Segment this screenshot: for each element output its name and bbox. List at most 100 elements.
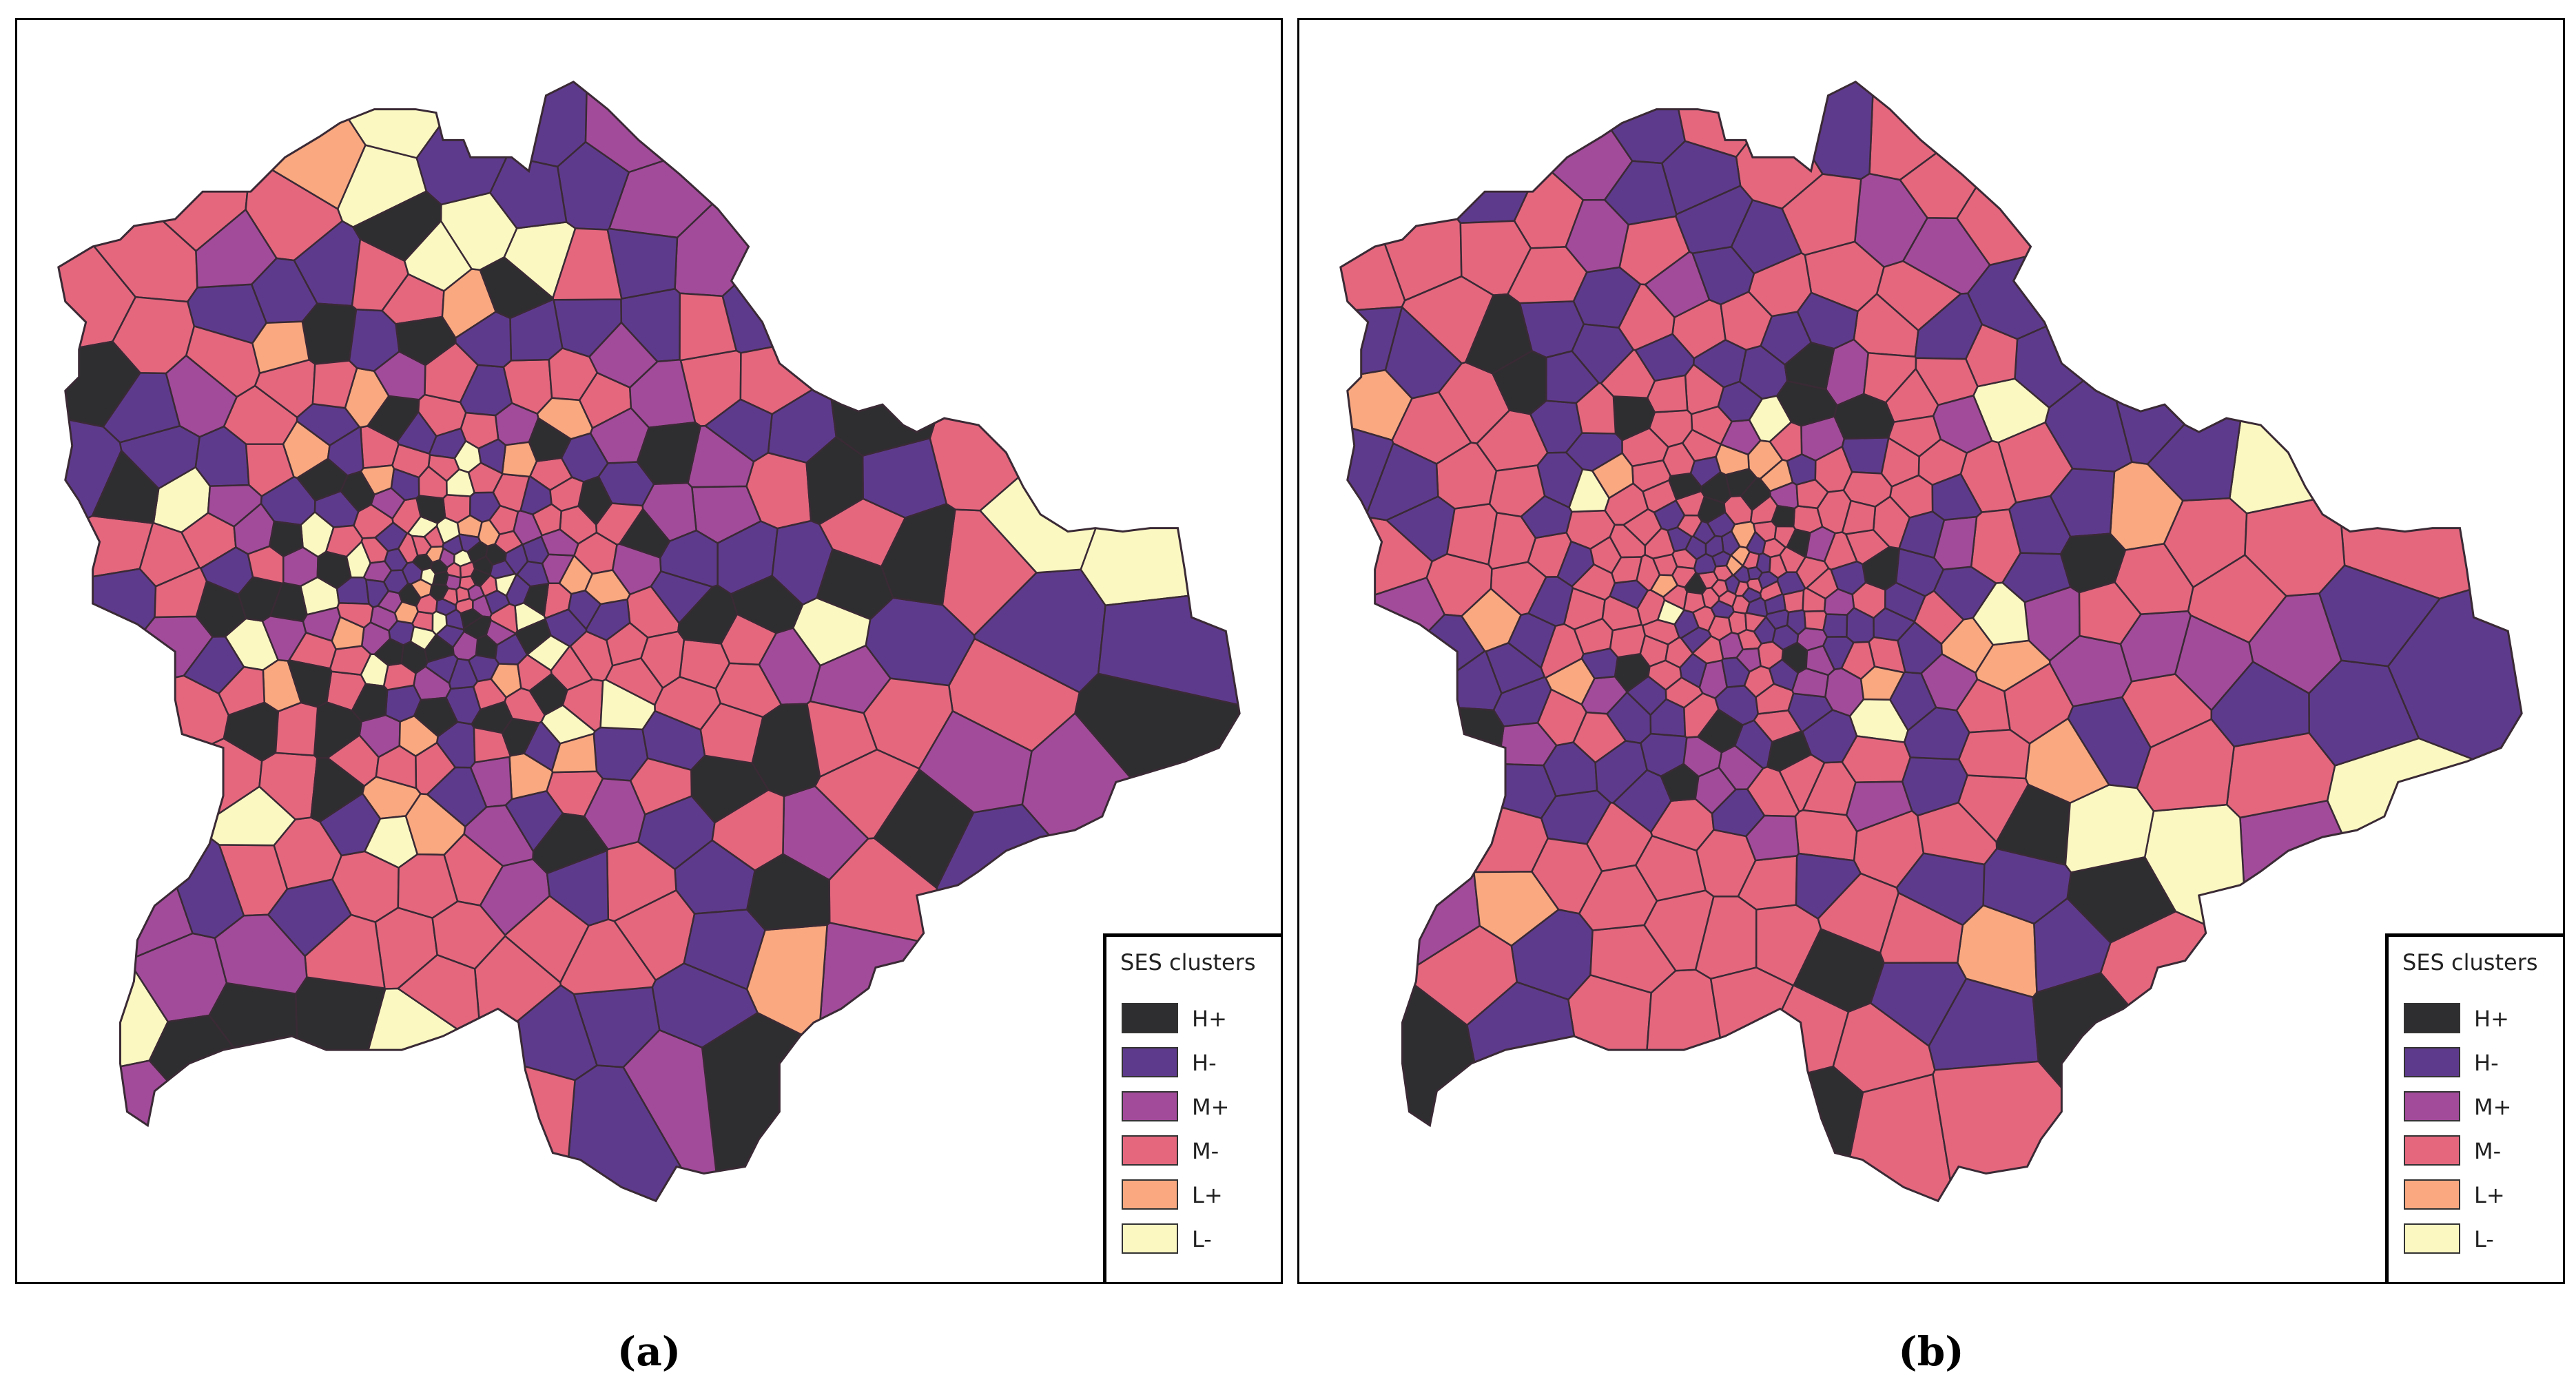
district-cell [606, 621, 649, 667]
district-cell [1074, 672, 1240, 953]
district-cell [1753, 616, 1777, 645]
district-cell [711, 789, 785, 871]
legend-item-h-minus: H- [2404, 1047, 2562, 1082]
legend-b: SES clusters H+ H- M+ M- L+ L- [2385, 933, 2563, 1282]
district-cell [1571, 563, 1616, 601]
district-cell [1497, 81, 1634, 201]
district-cell [1854, 172, 1928, 268]
district-cell [1832, 1002, 1936, 1093]
district-cell [1833, 393, 1895, 440]
district-cell [1647, 659, 1682, 691]
district-cell [411, 535, 433, 557]
district-cell [636, 421, 701, 485]
district-cell [336, 602, 374, 629]
district-cell [261, 615, 307, 662]
district-cell [1080, 153, 1240, 606]
district-cell [316, 550, 352, 590]
district-cell [311, 360, 358, 409]
district-cell [1764, 593, 1786, 615]
district-cell [373, 638, 404, 666]
district-cell [1646, 374, 1689, 413]
district-cell [112, 296, 196, 375]
legend-label: H+ [2474, 1006, 2509, 1032]
district-cell [1622, 508, 1662, 547]
district-cell [1709, 966, 1795, 1101]
district-cell [1873, 607, 1916, 642]
district-cell [1609, 623, 1647, 659]
legend-label: L+ [2474, 1182, 2505, 1208]
district-cell [409, 625, 437, 651]
district-cell [1682, 736, 1723, 778]
district-cell [1527, 576, 1574, 627]
legend-swatch [1122, 1003, 1178, 1033]
district-cell [207, 484, 262, 528]
district-cell [1956, 81, 2439, 266]
legend-item-m-minus: M- [1122, 1135, 1280, 1170]
district-cell [1340, 577, 1446, 743]
district-cell [1957, 729, 2031, 780]
district-cell [540, 704, 596, 745]
district-cell [1507, 246, 1588, 304]
district-cell [148, 1014, 330, 1201]
district-cell [701, 1012, 1018, 1201]
district-cell [549, 476, 585, 513]
district-cell [470, 568, 491, 588]
district-cell [504, 790, 564, 853]
legend-item-m-plus: M+ [1122, 1091, 1280, 1126]
legend-swatch [1122, 1179, 1178, 1210]
district-cell [929, 81, 1240, 512]
district-cell [1745, 814, 1800, 862]
legend-swatch [2404, 1223, 2460, 1254]
district-cell [295, 976, 387, 1201]
district-cell [1735, 647, 1762, 673]
district-cells [1340, 81, 2522, 1201]
district-cell [1667, 526, 1693, 552]
district-cell [501, 717, 540, 757]
district-cell [1880, 437, 1920, 488]
district-cell [651, 962, 759, 1048]
district-cell [1649, 574, 1679, 598]
legend-label: L- [2474, 1226, 2494, 1252]
district-cell [1674, 185, 1753, 254]
district-cell [1841, 735, 1912, 784]
district-cell [827, 124, 1029, 457]
district-cell [536, 397, 594, 440]
map-panel-a: SES clusters H+ H- M+ M- L+ L- [15, 18, 1283, 1284]
district-cell [2318, 564, 2441, 668]
district-cell [1778, 754, 1826, 813]
district-cell [373, 351, 426, 401]
district-cell [1682, 590, 1707, 614]
district-cell [650, 570, 714, 624]
district-cell [540, 528, 579, 557]
district-cell [2338, 97, 2522, 600]
district-cell [806, 700, 878, 778]
legend-swatch [1122, 1091, 1178, 1121]
district-cell [1707, 615, 1733, 641]
district-cell [1580, 648, 1619, 680]
district-cell [640, 630, 686, 689]
district-cell [606, 227, 679, 300]
district-cell [2229, 81, 2522, 515]
district-cell [438, 547, 455, 568]
legend-label: H+ [1192, 1006, 1227, 1032]
district-cell [501, 441, 538, 478]
district-cell [1465, 763, 1557, 820]
district-cell [1520, 495, 1573, 539]
district-cell [1805, 567, 1839, 600]
legend-title: SES clusters [2402, 949, 2538, 975]
choropleth-map-a [57, 80, 1241, 1203]
district-cell [1611, 556, 1643, 584]
district-cell [1545, 350, 1600, 404]
district-cell [1391, 391, 1472, 465]
district-cell [304, 913, 386, 989]
district-cell [567, 589, 601, 630]
district-cell [485, 619, 517, 646]
district-cell [1733, 719, 1773, 769]
district-cell [1746, 577, 1763, 594]
district-cell [1845, 780, 1913, 833]
district-cell [418, 465, 448, 499]
district-cell [154, 566, 208, 619]
legend-label: M+ [1192, 1094, 1230, 1120]
legend-label: M- [2474, 1138, 2502, 1164]
district-cell [1859, 665, 1906, 701]
